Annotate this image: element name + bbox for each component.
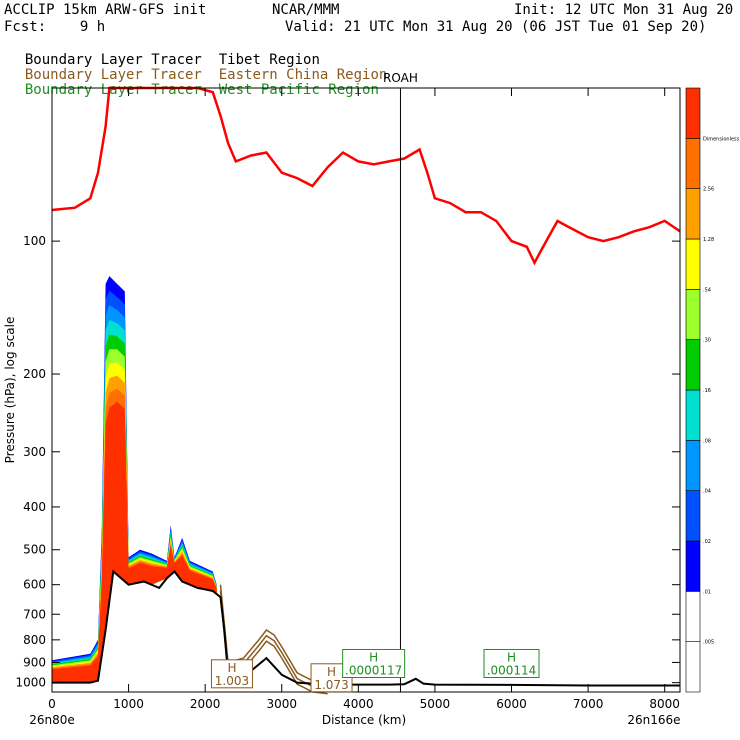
colorbar-label-4: .08	[703, 438, 711, 444]
legend-eastern-china-name: Boundary Layer Tracer	[24, 67, 202, 83]
legend-eastern-china: Boundary Layer Tracer Eastern China Regi…	[8, 51, 387, 83]
colorbar-seg-3	[685, 490, 701, 542]
x-endpoint-right: 26n166e	[627, 713, 680, 727]
y-tick-label-700: 700	[23, 607, 46, 621]
colorbar-label-7: .54	[703, 287, 711, 293]
valid-time: Valid: 21 UTC Mon 31 Aug 20 (06 JST Tue …	[285, 19, 707, 35]
legend-eastern-china-region: Eastern China Region	[218, 67, 388, 83]
y-tick-label-100: 100	[23, 234, 46, 248]
colorbar-seg-2	[685, 540, 701, 592]
colorbar-label-5: .16	[703, 388, 711, 394]
legend-tibet: Boundary Layer Tracer Tibet Region	[8, 36, 320, 68]
forecast-hour: Fcst: 9 h	[4, 19, 106, 35]
colorbar-seg-11	[685, 87, 701, 139]
x-endpoint-left: 26n80e	[29, 713, 75, 727]
x-tick-label-8000: 8000	[649, 697, 680, 711]
colorbar-label-6: .30	[703, 338, 711, 344]
x-tick-label-0: 0	[48, 697, 56, 711]
h-label-value-3: .000114	[487, 664, 537, 678]
tropopause-line	[51, 86, 681, 266]
colorbar-seg-6	[685, 339, 701, 391]
x-tick-label-2000: 2000	[190, 697, 221, 711]
h-label-value-2: .0000117	[345, 664, 402, 678]
colorbar-label-2: .02	[703, 539, 711, 545]
colorbar-seg-4	[685, 440, 701, 491]
legend-west-pacific-region: West Pacific Region	[218, 82, 379, 98]
h-label-h-2: H	[369, 651, 378, 665]
h-label-h-0: H	[227, 661, 236, 675]
colorbar-label-8: 1.28	[703, 237, 714, 243]
legend-west-pacific-name: Boundary Layer Tracer	[24, 82, 202, 98]
y-tick-label-800: 800	[23, 633, 46, 647]
h-label-value-0: 1.003	[215, 674, 249, 688]
y-axis-label: Pressure (hPa), log scale	[3, 317, 17, 464]
model-title: ACCLIP 15km ARW-GFS init	[4, 2, 207, 18]
h-label-h-3: H	[507, 651, 516, 665]
legend-west-pacific: Boundary Layer Tracer West Pacific Regio…	[8, 66, 379, 98]
h-label-h-1: H	[327, 665, 336, 679]
h-label-box-3	[483, 649, 540, 679]
colorbar-seg-9	[685, 188, 701, 240]
roah-marker-label: ROAH	[383, 71, 418, 85]
terrain-mask	[52, 571, 680, 692]
y-tick-label-900: 900	[23, 655, 46, 669]
legend-tibet-region: Tibet Region	[218, 52, 320, 68]
x-axis-label: Distance (km)	[322, 713, 406, 727]
h-label-box-2	[342, 649, 406, 679]
y-tick-label-500: 500	[23, 543, 46, 557]
axes-layer: 0 1000 2000 3000 4000 5000 6000 7000 80001002003…	[15, 88, 680, 711]
init-time: Init: 12 UTC Mon 31 Aug 20	[514, 2, 734, 18]
colorbar-seg-5	[685, 389, 701, 441]
colorbar-label-3: .04	[703, 489, 711, 495]
x-tick-label-7000: 7000	[573, 697, 604, 711]
colorbar-seg-10	[685, 138, 701, 189]
colorbar-label-9: 2.56	[703, 187, 714, 193]
x-tick-label-4000: 4000	[343, 697, 374, 711]
colorbar-seg-8	[685, 238, 701, 290]
colorbar: .005 .01 .02 .04 .08 .16 .30 .54 1.28 2.56 Dimensi…	[685, 87, 740, 693]
colorbar-seg-7	[685, 289, 701, 340]
y-tick-label-1000: 1000	[15, 676, 46, 690]
x-tick-label-6000: 6000	[496, 697, 527, 711]
y-tick-label-200: 200	[23, 367, 46, 381]
colorbar-label-10: Dimensionless	[703, 136, 740, 142]
colorbar-label-0: .005	[703, 640, 714, 646]
x-tick-label-1000: 1000	[113, 697, 144, 711]
colorbar-seg-1	[685, 591, 701, 642]
legend-tibet-name: Boundary Layer Tracer	[24, 52, 202, 68]
y-tick-label-600: 600	[23, 578, 46, 592]
plot-frame	[51, 87, 681, 693]
tracer-fill-layer	[52, 276, 680, 692]
h-label-value-1: 1.073	[314, 678, 348, 692]
y-tick-label-400: 400	[23, 500, 46, 514]
terrain-line	[52, 569, 680, 687]
h-label-box-0	[210, 659, 253, 689]
org-label: NCAR/MMM	[272, 2, 340, 18]
y-tick-label-300: 300	[23, 445, 46, 459]
x-tick-label-3000: 3000	[266, 697, 297, 711]
colorbar-seg-0	[685, 641, 701, 693]
colorbar-label-1: .01	[703, 589, 711, 595]
x-tick-label-5000: 5000	[420, 697, 451, 711]
